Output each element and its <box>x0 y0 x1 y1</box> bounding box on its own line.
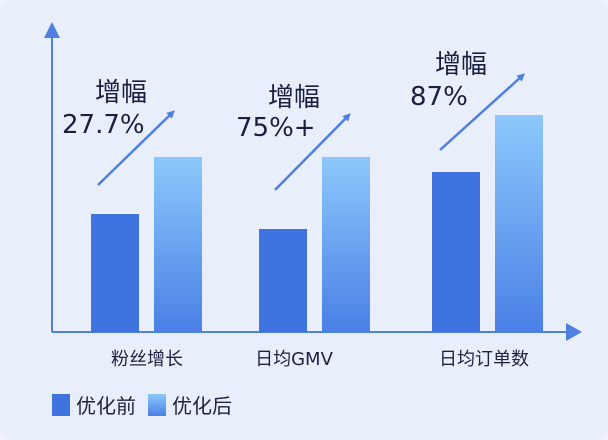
bar-before-2 <box>432 172 480 332</box>
x-tick-label-0: 粉丝增长 <box>111 349 183 370</box>
x-tick-label-1: 日均GMV <box>255 349 333 370</box>
legend-swatch-after <box>148 393 166 416</box>
legend-item-before: 优化前 <box>52 390 136 419</box>
increase-arrow-icon-0 <box>97 110 175 186</box>
annotation-label-2: 增幅 <box>435 50 488 80</box>
legend-swatch-before <box>52 393 70 416</box>
legend: 优化前 优化后 <box>52 390 244 419</box>
bar-after-1 <box>322 157 370 332</box>
legend-item-after: 优化后 <box>148 390 232 419</box>
annotation-value-2: 87% <box>410 82 468 112</box>
x-tick-label-2: 日均订单数 <box>439 349 529 370</box>
y-axis-arrow-icon <box>44 22 60 38</box>
increase-arrow-icon-2 <box>439 73 525 151</box>
legend-label-after: 优化后 <box>172 394 232 418</box>
bar-before-1 <box>259 229 307 332</box>
increase-arrow-icon-1 <box>274 113 351 191</box>
annotation-label-1: 增幅 <box>268 83 321 113</box>
annotation-value-1: 75%+ <box>236 113 316 143</box>
bar-after-2 <box>495 115 543 332</box>
x-axis-arrow-icon <box>566 323 582 341</box>
bar-after-0 <box>154 157 202 332</box>
annotation-label-0: 增幅 <box>95 78 148 108</box>
legend-label-before: 优化前 <box>76 394 136 418</box>
annotation-value-0: 27.7% <box>62 110 145 140</box>
bar-before-0 <box>91 214 139 332</box>
